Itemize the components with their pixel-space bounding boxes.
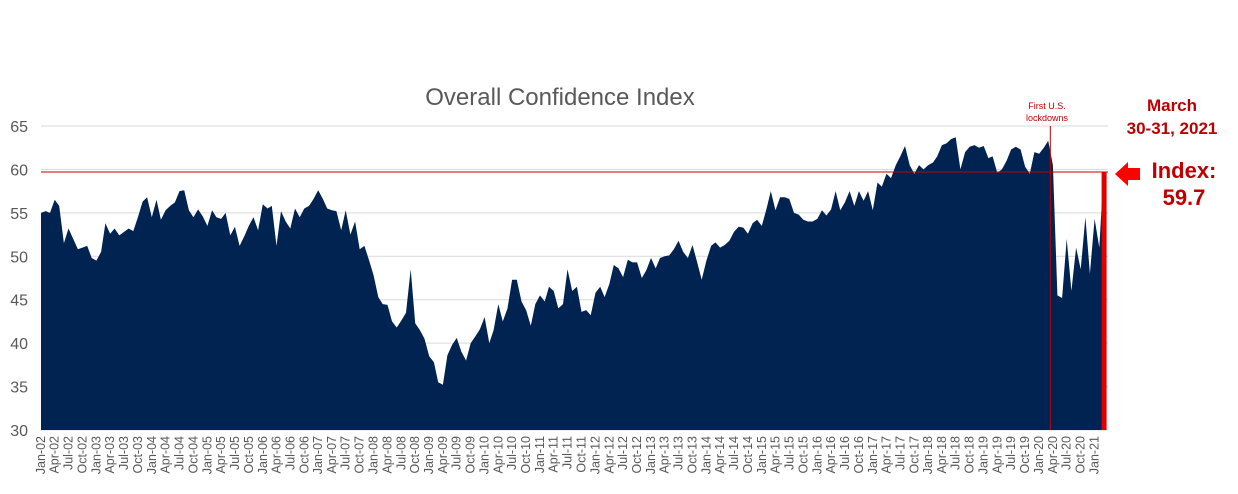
x-tick-label: Jul-13	[672, 436, 686, 470]
x-tick-label: Jan-09	[422, 436, 436, 474]
x-tick-label: Oct-19	[1018, 436, 1032, 474]
x-tick-label: Oct-02	[75, 436, 89, 474]
x-tick-label: Jul-04	[173, 436, 187, 470]
x-tick-label: Oct-04	[186, 436, 200, 474]
x-tick-label: Jan-18	[921, 436, 935, 474]
x-tick-label: Apr-18	[935, 436, 949, 474]
x-tick-label: Jul-03	[117, 436, 131, 470]
x-tick-label: Oct-11	[575, 436, 589, 473]
x-tick-label: Jul-07	[339, 436, 353, 470]
chart-title: Overall Confidence Index	[425, 84, 694, 111]
x-tick-label: Oct-10	[519, 436, 533, 474]
x-tick-label: Apr-20	[1046, 436, 1060, 474]
x-tick-label: Oct-03	[131, 436, 145, 474]
y-tick-label: 60	[10, 162, 28, 179]
x-tick-label: Apr-19	[990, 436, 1004, 474]
x-tick-label: Jul-17	[893, 436, 907, 470]
x-tick-label: Apr-03	[103, 436, 117, 474]
x-tick-label: Apr-09	[436, 436, 450, 474]
x-tick-label: Jan-03	[89, 436, 103, 474]
x-tick-label: Apr-08	[381, 436, 395, 474]
callout-index-value: 59.7	[1163, 185, 1206, 210]
x-tick-label: Oct-13	[686, 436, 700, 474]
y-tick-label: 40	[10, 336, 28, 353]
x-tick-label: Apr-06	[270, 436, 284, 474]
y-tick-label: 45	[10, 293, 28, 310]
callout-date-line-2: 30-31, 2021	[1127, 119, 1218, 138]
x-tick-label: Apr-05	[214, 436, 228, 474]
x-tick-label: Jul-19	[1004, 436, 1018, 470]
x-tick-label: Oct-15	[796, 436, 810, 474]
x-tick-label: Jan-13	[644, 436, 658, 474]
x-tick-label: Apr-11	[547, 436, 561, 473]
x-tick-label: Jul-06	[283, 436, 297, 470]
x-tick-label: Jul-02	[62, 436, 76, 470]
x-tick-label: Jul-08	[394, 436, 408, 470]
x-tick-label: Apr-17	[880, 436, 894, 474]
x-tick-label: Jul-11	[561, 436, 575, 469]
y-tick-label: 50	[10, 249, 28, 266]
x-tick-label: Apr-15	[769, 436, 783, 474]
x-tick-label: Oct-06	[297, 436, 311, 474]
y-tick-label: 35	[10, 380, 28, 397]
x-tick-label: Apr-13	[658, 436, 672, 474]
x-tick-label: Oct-12	[630, 436, 644, 474]
x-tick-label: Jan-16	[810, 436, 824, 474]
x-tick-label: Apr-10	[491, 436, 505, 474]
x-tick-label: Jan-19	[977, 436, 991, 474]
x-axis: Jan-02 Apr-02 Jul-02 Oct-02 Jan-03 Apr-03 Jul-…	[34, 436, 1102, 474]
x-tick-label: Oct-07	[353, 436, 367, 474]
annotations: First U.S. lockdowns March 30-31, 2021 I…	[1026, 96, 1217, 210]
x-tick-label: Jan-05	[200, 436, 214, 474]
x-tick-label: Jul-10	[505, 436, 519, 470]
x-tick-label: Jul-16	[838, 436, 852, 470]
x-tick-label: Jan-02	[34, 436, 48, 474]
x-tick-label: Oct-08	[408, 436, 422, 474]
x-tick-label: Jul-15	[782, 436, 796, 470]
event-label-line-1: First U.S.	[1028, 101, 1066, 111]
x-tick-label: Oct-18	[963, 436, 977, 474]
confidence-area-series	[41, 137, 1104, 431]
y-tick-label: 65	[10, 119, 28, 136]
x-tick-label: Jan-15	[755, 436, 769, 474]
x-tick-label: Jan-20	[1032, 436, 1046, 474]
x-tick-label: Jan-11	[533, 436, 547, 473]
x-tick-label: Oct-05	[242, 436, 256, 474]
x-tick-label: Apr-07	[325, 436, 339, 474]
x-tick-label: Apr-12	[602, 436, 616, 474]
x-tick-label: Jul-05	[228, 436, 242, 470]
x-tick-label: Jan-12	[589, 436, 603, 474]
x-tick-label: Jan-21	[1088, 436, 1102, 474]
x-tick-label: Jan-17	[866, 436, 880, 474]
latest-value-bar	[1101, 172, 1107, 430]
x-tick-label: Jan-04	[145, 436, 159, 474]
y-tick-label: 30	[10, 423, 28, 440]
x-tick-label: Oct-14	[741, 436, 755, 474]
x-tick-label: Jul-09	[450, 436, 464, 470]
x-tick-label: Jan-06	[256, 436, 270, 474]
x-tick-label: Jan-07	[311, 436, 325, 474]
x-tick-label: Jul-18	[949, 436, 963, 470]
x-tick-label: Oct-20	[1074, 436, 1088, 474]
x-tick-label: Jan-10	[478, 436, 492, 474]
x-tick-label: Jan-14	[699, 436, 713, 474]
x-tick-label: Apr-02	[48, 436, 62, 474]
x-tick-label: Apr-16	[824, 436, 838, 474]
y-axis: 30 35 40 45 50 55 60 65	[10, 119, 28, 440]
x-tick-label: Jul-12	[616, 436, 630, 470]
x-tick-label: Jan-08	[367, 436, 381, 474]
x-tick-label: Jul-20	[1060, 436, 1074, 470]
x-tick-label: Apr-04	[159, 436, 173, 474]
left-arrow-icon	[1115, 162, 1140, 186]
x-tick-label: Jul-14	[727, 436, 741, 470]
callout-index-label: Index:	[1152, 158, 1217, 183]
x-tick-label: Oct-17	[907, 436, 921, 474]
callout-date-line-1: March	[1147, 96, 1197, 115]
event-label-line-2: lockdowns	[1026, 113, 1069, 123]
y-tick-label: 55	[10, 206, 28, 223]
x-tick-label: Apr-14	[713, 436, 727, 474]
x-tick-label: Oct-09	[464, 436, 478, 474]
x-tick-label: Oct-16	[852, 436, 866, 474]
